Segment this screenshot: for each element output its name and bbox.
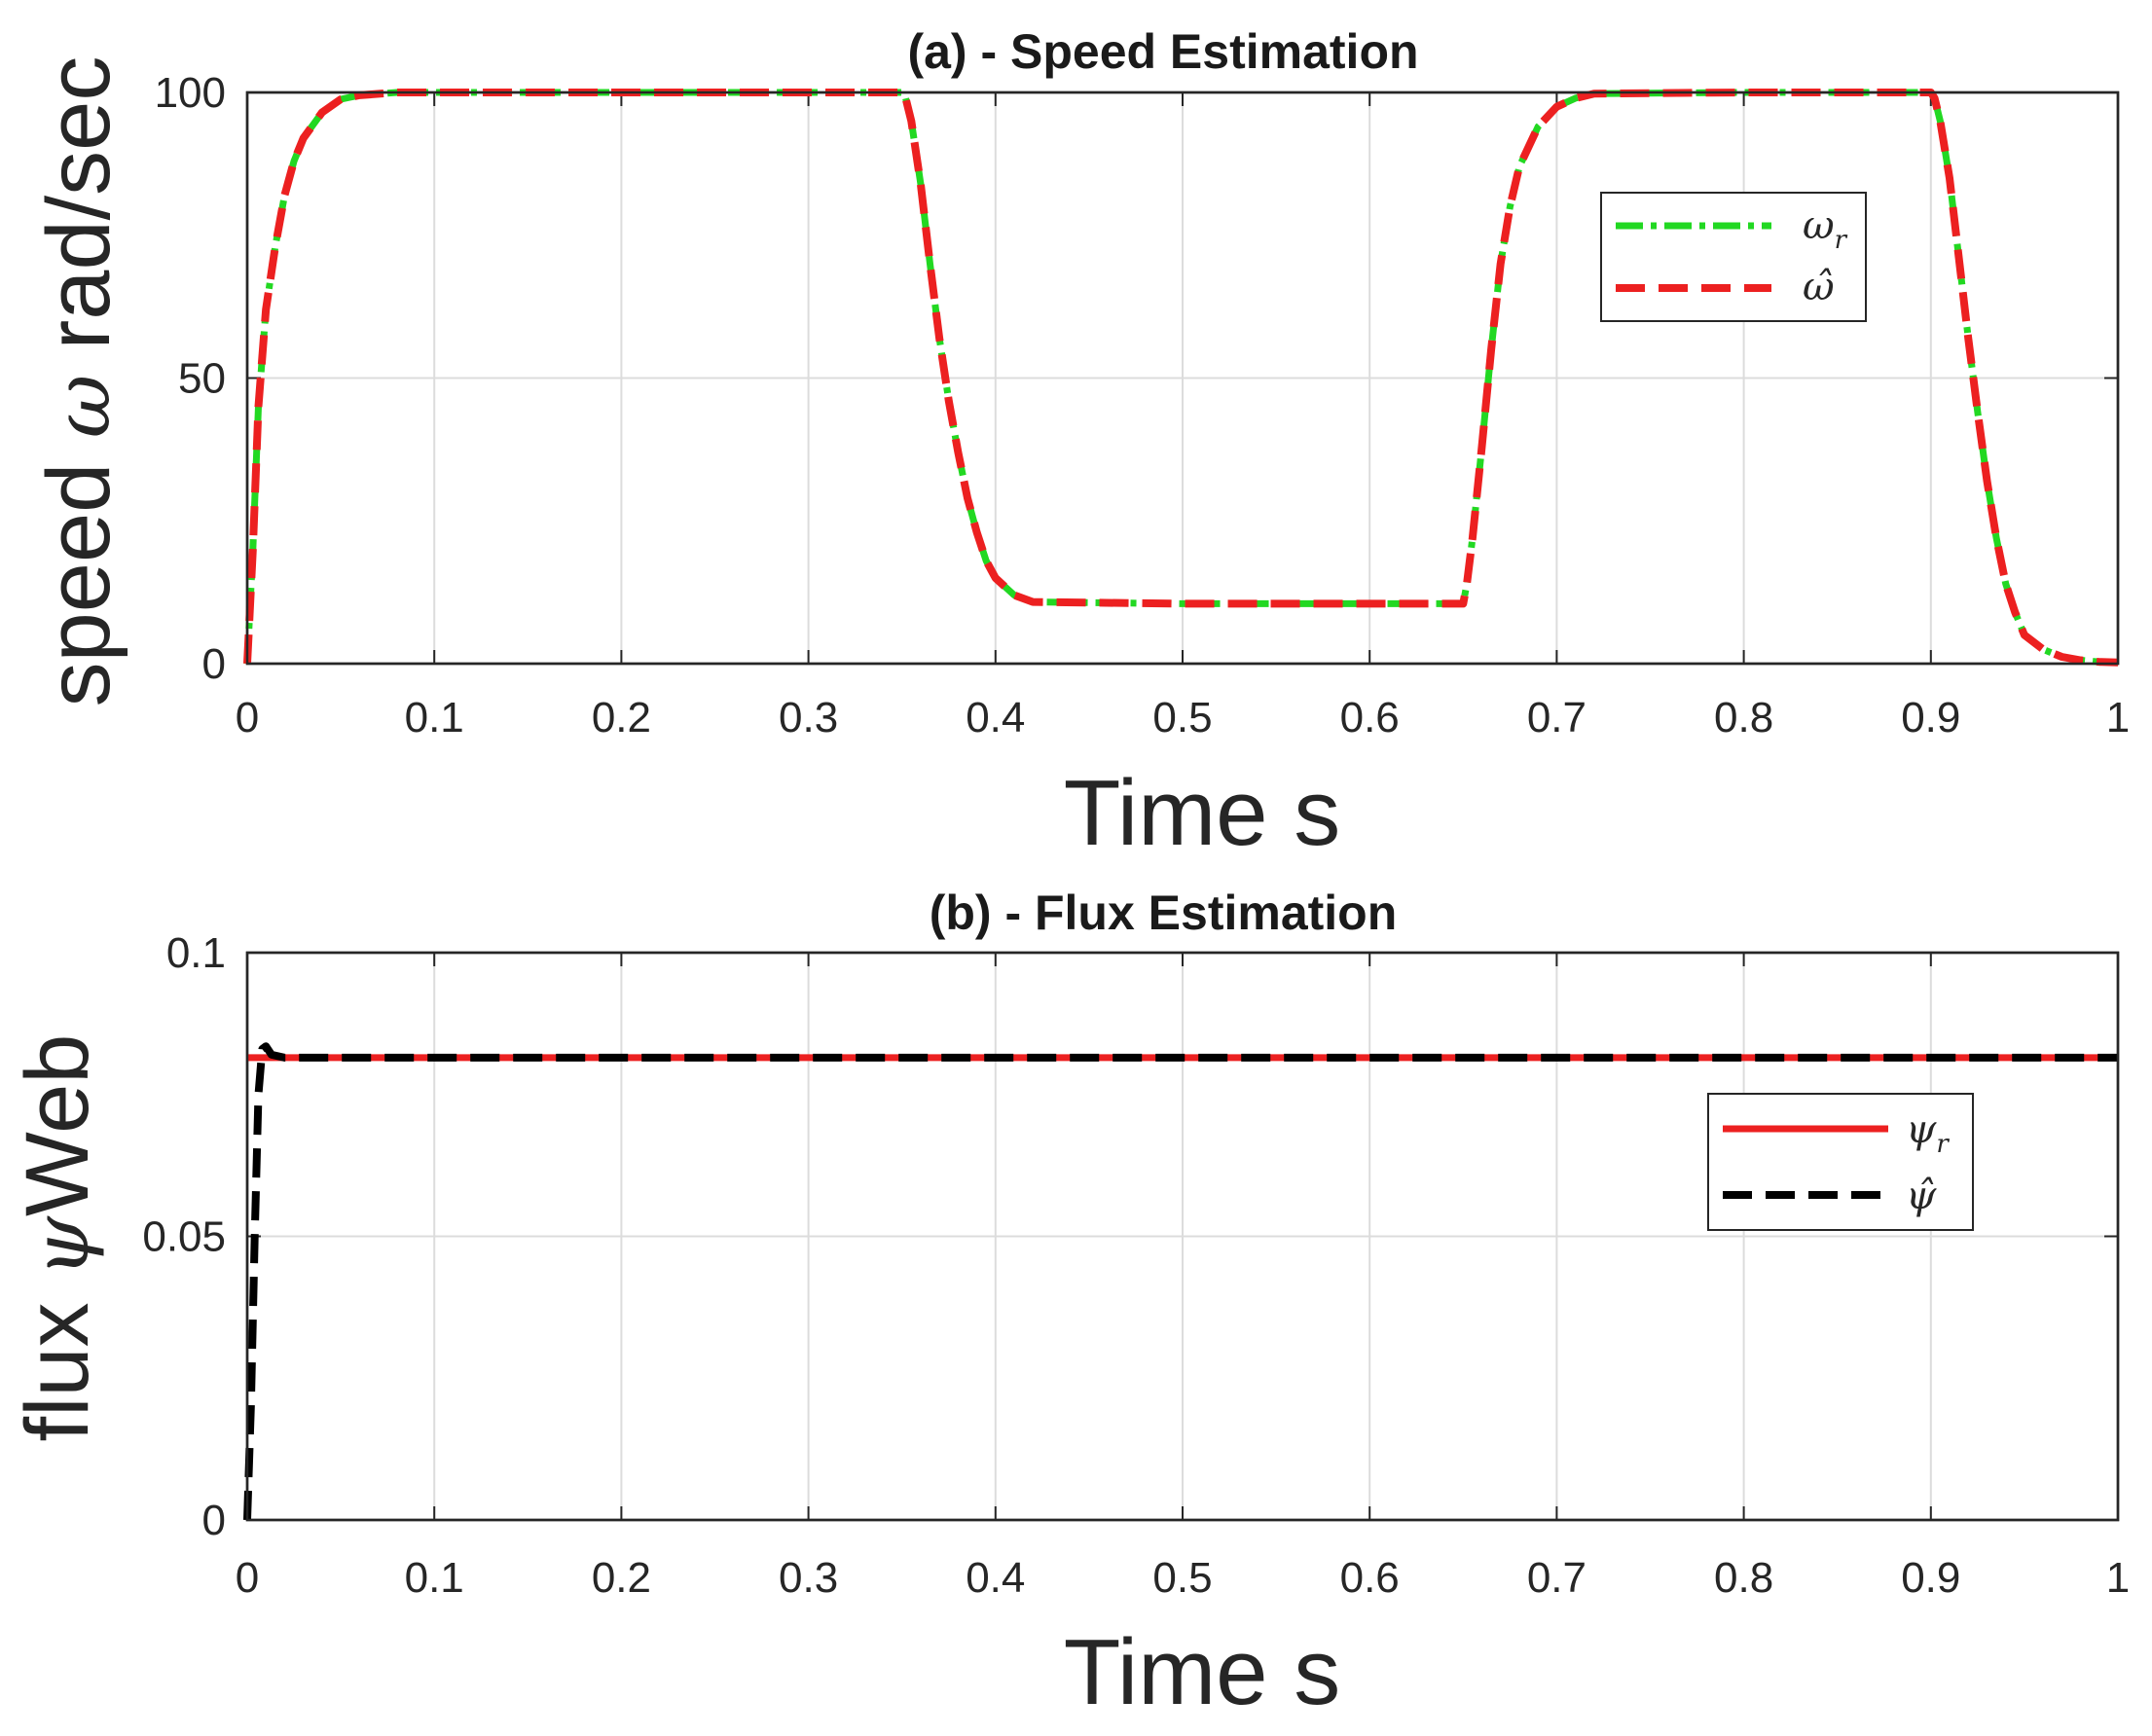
speed-x-tick-label: 0.5 — [1152, 694, 1212, 741]
flux-series-group — [243, 1042, 2118, 1521]
flux-y-tick-label: 0 — [202, 1497, 226, 1544]
speed-x-tick-labels: 0 0.1 0.2 0.3 0.4 0.5 0.6 0.7 0.8 0.9 1 — [236, 694, 2130, 741]
speed-y-tick-label: 100 — [155, 69, 226, 117]
flux-y-tick-labels: 0 0.05 0.1 — [142, 929, 226, 1544]
flux-x-tick-label: 0.4 — [966, 1554, 1025, 1602]
flux-x-axis-label: Time s — [1064, 1620, 1340, 1724]
flux-x-tick-label: 0.5 — [1152, 1554, 1212, 1602]
flux-x-tick-label: 0.6 — [1340, 1554, 1400, 1602]
speed-legend-omega-r-sub: r — [1835, 226, 1848, 255]
speed-series-estimated-line — [243, 89, 2119, 667]
flux-legend-label-psi-hat: ψ̂ — [1906, 1174, 1937, 1218]
speed-legend-box — [1600, 192, 1867, 322]
speed-chart-panel: (a) - Speed Estimation 0 0.1 0.2 0.3 0.4 0.5 0… — [29, 24, 2130, 865]
flux-y-label-unit: Web — [8, 1034, 107, 1217]
speed-y-label-prefix: speed — [29, 438, 128, 706]
flux-chart-panel: (b) - Flux Estimation 0 0.1 0.2 0.3 0.4 0.5 0.… — [8, 886, 2130, 1724]
flux-legend-psi-r-base: ψ — [1906, 1107, 1937, 1152]
flux-x-tick-label: 0 — [236, 1554, 259, 1602]
speed-x-tick-label: 0.8 — [1714, 694, 1773, 741]
flux-chart-title: (b) - Flux Estimation — [930, 886, 1398, 940]
speed-x-tick-label: 0 — [236, 694, 259, 741]
flux-legend-psi-r-sub: r — [1936, 1130, 1950, 1159]
speed-y-label-symbol: ω — [37, 375, 128, 438]
speed-y-tick-labels: 0 50 100 — [155, 69, 226, 688]
speed-x-tick-label: 0.9 — [1901, 694, 1960, 741]
flux-x-tick-labels: 0 0.1 0.2 0.3 0.4 0.5 0.6 0.7 0.8 0.9 1 — [236, 1554, 2130, 1602]
flux-x-tick-label: 1 — [2106, 1554, 2130, 1602]
speed-y-tick-label: 50 — [178, 355, 226, 403]
flux-y-label-symbol: ψ — [16, 1215, 106, 1278]
flux-x-tick-label: 0.3 — [779, 1554, 838, 1602]
flux-x-tick-label: 0.7 — [1527, 1554, 1587, 1602]
speed-x-tick-label: 0.6 — [1340, 694, 1400, 741]
flux-legend-box — [1707, 1093, 1974, 1231]
flux-legend-label-psi-r: ψr — [1906, 1107, 1950, 1159]
speed-axes-frame — [245, 90, 2120, 666]
speed-x-tick-label: 0.1 — [405, 694, 464, 741]
flux-x-tick-label: 0.2 — [592, 1554, 651, 1602]
flux-series-estimated-line — [243, 1042, 2118, 1521]
flux-y-axis-label: flux ψWeb — [8, 1034, 107, 1442]
speed-y-label-unit: rad/sec — [29, 56, 128, 375]
speed-x-axis-label: Time s — [1064, 761, 1340, 865]
speed-legend: ωr ω̂ — [1600, 192, 1867, 322]
flux-x-tick-label: 0.1 — [405, 1554, 464, 1602]
flux-x-tick-label: 0.9 — [1901, 1554, 1960, 1602]
flux-x-tick-label: 0.8 — [1714, 1554, 1773, 1602]
speed-legend-label-omega-hat: ω̂ — [1803, 265, 1835, 309]
speed-y-axis-label: speed ω rad/sec — [29, 56, 128, 707]
speed-x-tick-label: 0.7 — [1527, 694, 1587, 741]
speed-x-tick-label: 0.4 — [966, 694, 1025, 741]
flux-y-label-prefix: flux — [8, 1278, 107, 1442]
speed-chart-title: (a) - Speed Estimation — [907, 24, 1418, 79]
flux-y-tick-label: 0.1 — [166, 929, 226, 977]
speed-x-tick-label: 0.3 — [779, 694, 838, 741]
flux-axes-frame — [245, 951, 2120, 1522]
speed-x-tick-label: 0.2 — [592, 694, 651, 741]
speed-y-tick-label: 0 — [202, 640, 226, 688]
speed-legend-omega-r-base: ω — [1803, 203, 1835, 248]
flux-y-tick-label: 0.05 — [142, 1213, 226, 1261]
flux-legend: ψr ψ̂ — [1707, 1093, 1974, 1231]
speed-x-tick-label: 1 — [2106, 694, 2130, 741]
speed-legend-label-omega-r: ωr — [1803, 203, 1848, 255]
speed-series-group — [243, 89, 2119, 667]
